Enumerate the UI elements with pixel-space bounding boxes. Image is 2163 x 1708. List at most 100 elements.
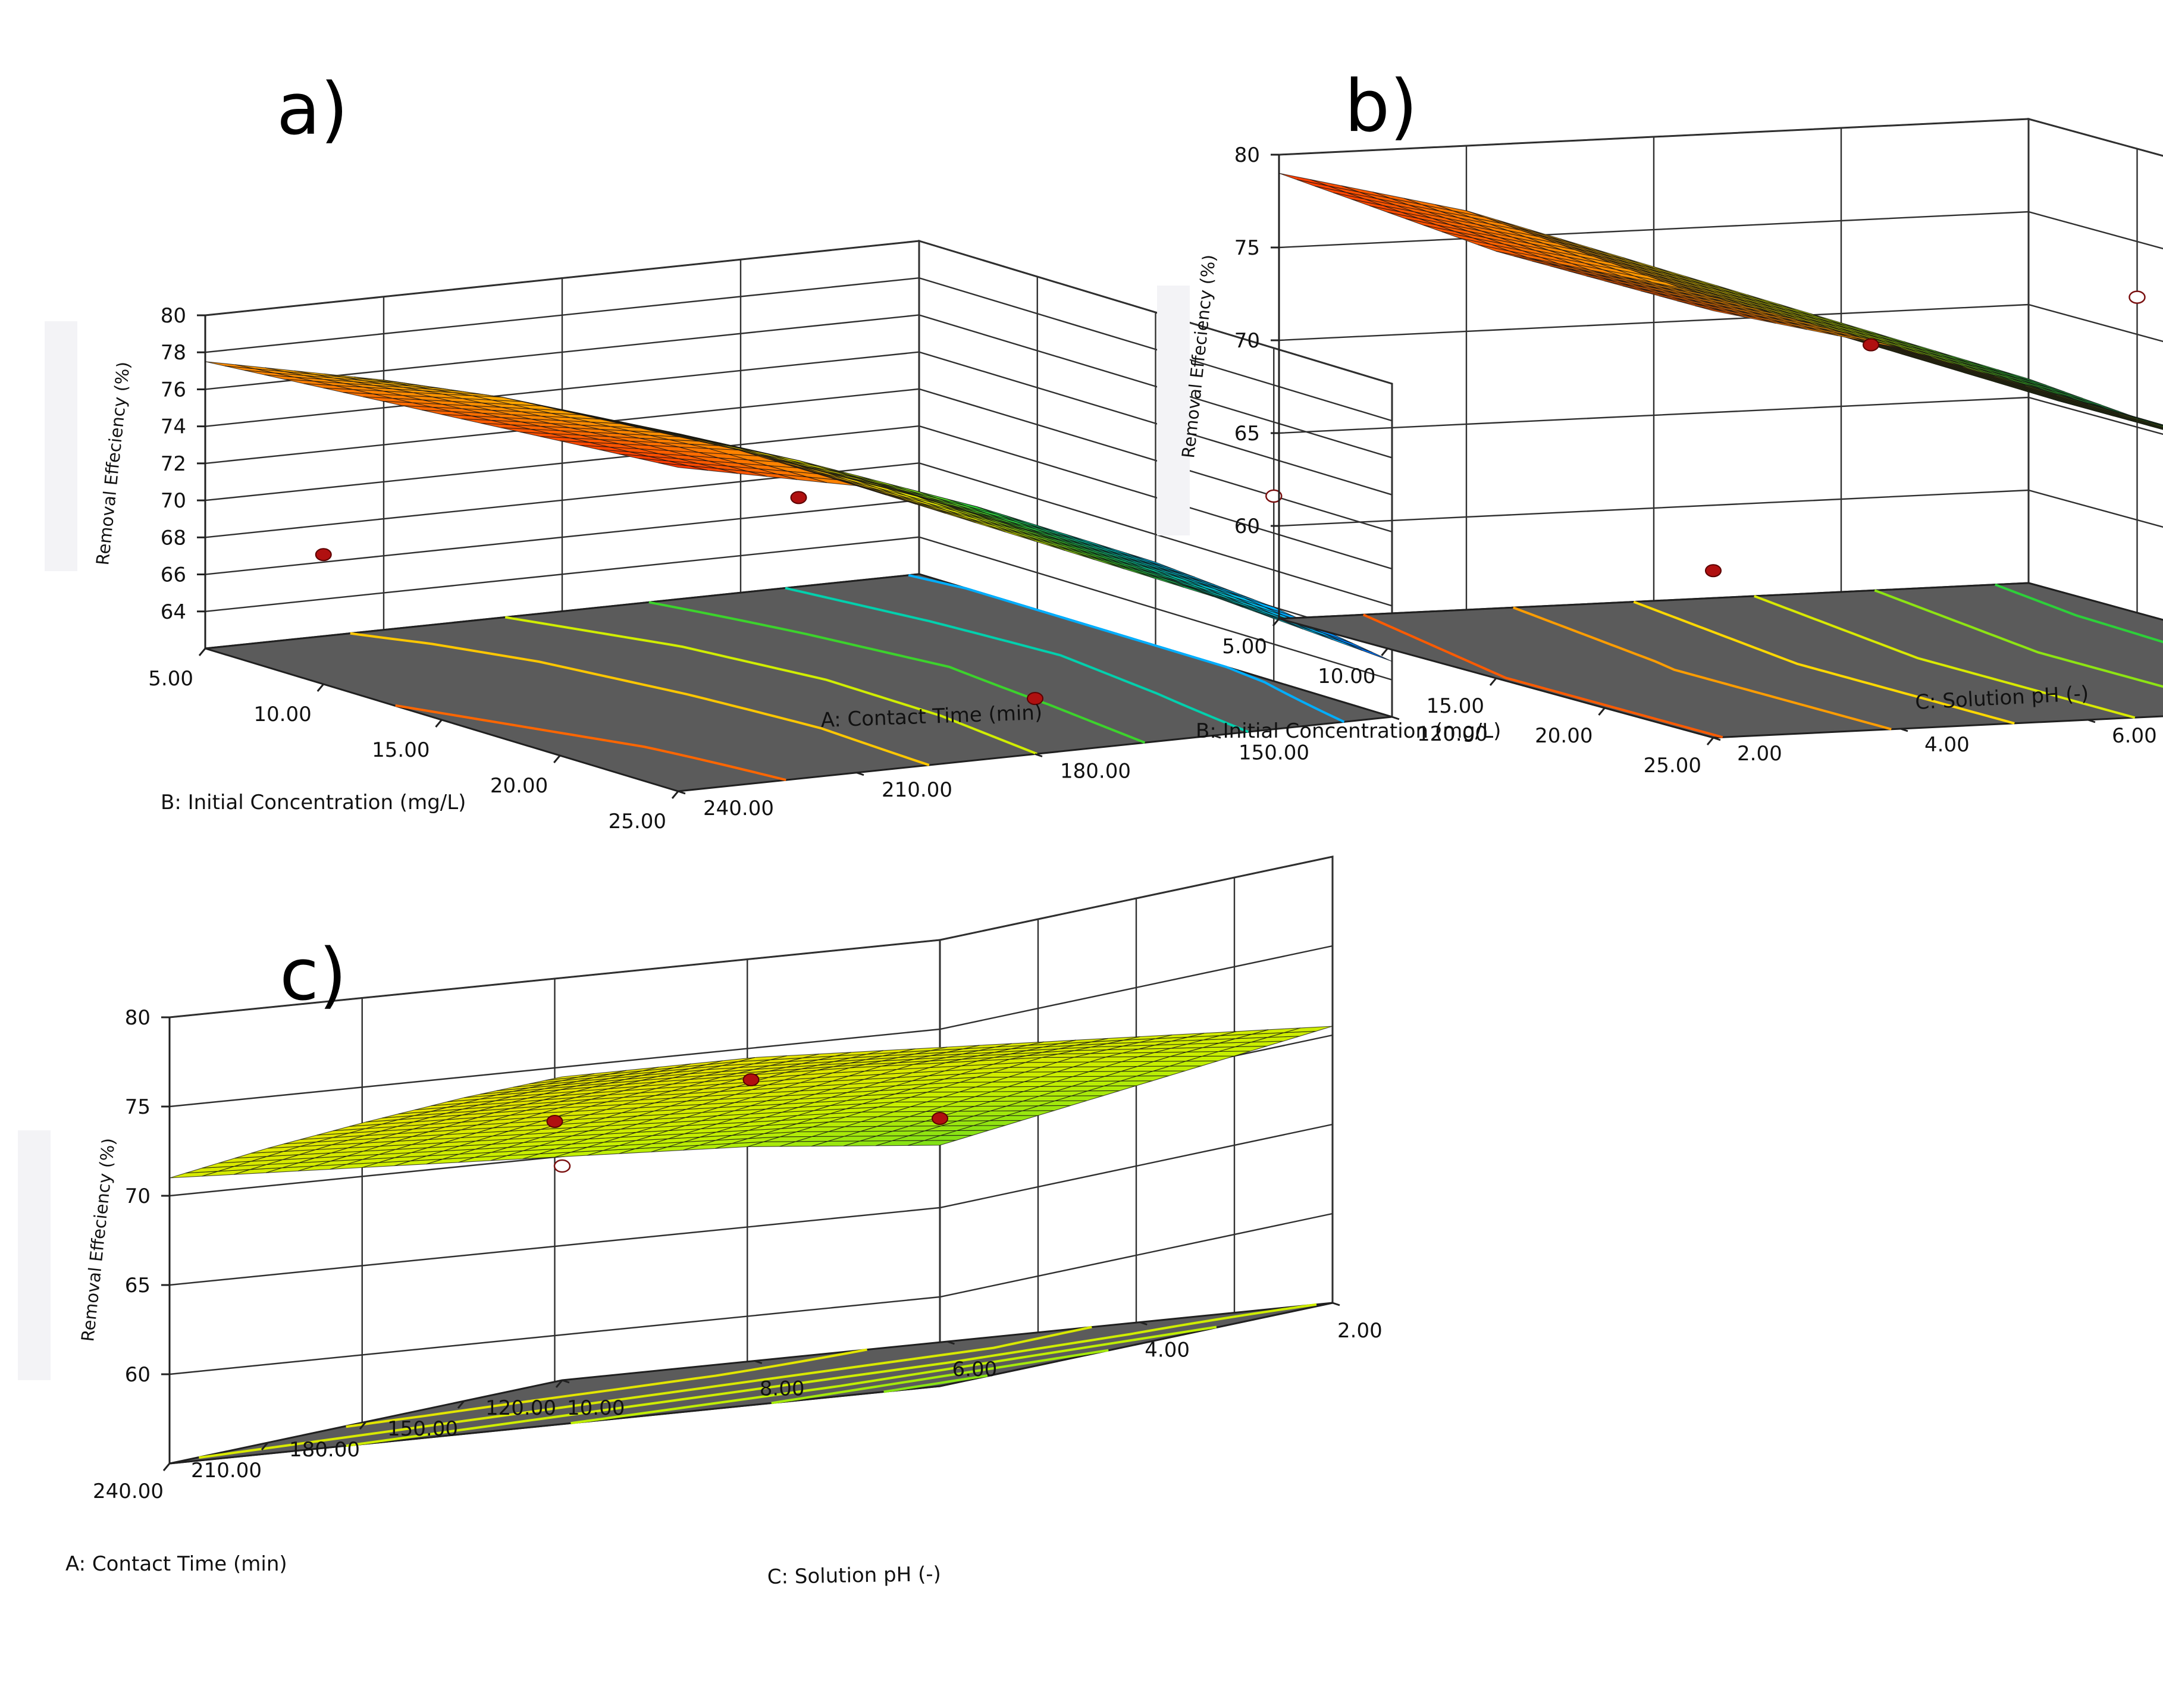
x-axis-title: B: Initial Concentration (mg/L) bbox=[161, 791, 466, 814]
y-tick-label: 4.00 bbox=[1924, 733, 1970, 757]
y-tick-label: 8.00 bbox=[760, 1377, 805, 1401]
z-tick-label: 60 bbox=[1234, 515, 1260, 538]
tick-labels: 5.0010.0015.0020.0025.002.004.006.008.00… bbox=[1222, 143, 2157, 778]
y-tick-label: 6.00 bbox=[2112, 724, 2157, 748]
x-tick bbox=[316, 684, 324, 692]
x-tick-label: 20.00 bbox=[490, 774, 548, 798]
contour-line bbox=[1513, 606, 1892, 731]
x-tick bbox=[671, 791, 679, 799]
z-tick-label: 80 bbox=[1234, 143, 1260, 167]
design-point bbox=[2128, 290, 2146, 304]
contour-line bbox=[570, 1325, 1217, 1425]
x-tick bbox=[198, 648, 206, 656]
x-tick-label: 10.00 bbox=[253, 703, 311, 726]
panel-a: 5.00 10.00 15.00 20.00 25.00 240.00 210.00 180.… bbox=[45, 68, 1488, 833]
y-tick bbox=[678, 790, 686, 795]
z-tick-label: 80 bbox=[125, 1006, 151, 1030]
design-point bbox=[1705, 564, 1722, 578]
y-tick-label: 2.00 bbox=[1737, 742, 1782, 766]
x-tick-label: 20.00 bbox=[1535, 724, 1593, 748]
contour-line bbox=[771, 1349, 1109, 1405]
contour-line bbox=[648, 601, 1146, 744]
contour-line bbox=[883, 1374, 988, 1393]
y-tick bbox=[1391, 716, 1400, 720]
contour-line bbox=[908, 573, 1345, 723]
surface-cell bbox=[546, 1073, 595, 1081]
design-point bbox=[553, 1159, 571, 1173]
x-tick bbox=[1381, 648, 1388, 656]
panel-c: 240.00 210.00 180.00 150.00 120.00 10.00 8.00 6… bbox=[18, 855, 1383, 1589]
x-tick bbox=[261, 1442, 269, 1450]
x-tick bbox=[1489, 678, 1497, 686]
floor-contours bbox=[1362, 583, 2163, 739]
contour-line bbox=[785, 587, 1249, 734]
z-tick-label: 65 bbox=[1234, 422, 1260, 446]
contour-floor bbox=[1278, 582, 2163, 739]
design-point bbox=[1265, 489, 1283, 503]
y-tick bbox=[947, 1340, 955, 1345]
z-tick-label: 70 bbox=[161, 489, 186, 513]
tick-labels: 5.00 10.00 15.00 20.00 25.00 240.00 210.00 180.… bbox=[148, 304, 1488, 833]
y-tick-label: 120.00 bbox=[1417, 722, 1488, 746]
floor-contours bbox=[350, 573, 1345, 782]
contour-line bbox=[346, 1348, 867, 1428]
contour-line bbox=[1874, 589, 2163, 688]
z-tick-label: 65 bbox=[125, 1274, 151, 1298]
panel-letter: c) bbox=[280, 934, 347, 1017]
panel-letter: a) bbox=[277, 68, 348, 151]
x-axis-title: B: Initial Concentration (mg/L) bbox=[1196, 719, 1501, 743]
x-tick bbox=[1272, 618, 1280, 626]
contour-line bbox=[504, 616, 1037, 756]
x-tick-label: 15.00 bbox=[372, 738, 430, 762]
y-tick bbox=[562, 1379, 570, 1384]
y-tick-label: 10.00 bbox=[567, 1396, 625, 1420]
y-tick bbox=[1035, 753, 1043, 757]
z-tick-label: 72 bbox=[161, 452, 186, 476]
design-point bbox=[742, 1073, 760, 1086]
surface-cell bbox=[658, 462, 709, 471]
x-tick bbox=[553, 755, 561, 763]
x-tick bbox=[359, 1421, 367, 1430]
y-tick bbox=[856, 772, 864, 776]
x-tick-label: 5.00 bbox=[148, 667, 193, 691]
z-tick-label: 74 bbox=[161, 415, 186, 439]
z-title-backdrop bbox=[45, 321, 77, 571]
z-tick-label: 80 bbox=[161, 304, 186, 328]
z-tick-label: 76 bbox=[161, 378, 186, 402]
x-tick bbox=[1706, 737, 1714, 745]
y-tick bbox=[1139, 1321, 1148, 1325]
x-axis-title: A: Contact Time (min) bbox=[65, 1552, 287, 1576]
design-point bbox=[1027, 692, 1043, 706]
contour-line bbox=[1633, 600, 2015, 725]
y-tick-label: 4.00 bbox=[1145, 1339, 1190, 1362]
contour-line bbox=[1754, 595, 2136, 719]
panel-letter: b) bbox=[1344, 65, 1418, 148]
floor-contours bbox=[199, 1303, 1317, 1459]
y-tick-label: 180.00 bbox=[1060, 760, 1131, 784]
x-tick-label: 210.00 bbox=[191, 1459, 262, 1483]
contour-line bbox=[346, 1303, 1317, 1447]
design-point bbox=[1863, 338, 1879, 352]
y-tick bbox=[1713, 737, 1721, 741]
panel-b: 5.0010.0015.0020.0025.002.004.006.008.00… bbox=[1157, 65, 2163, 778]
contour-line bbox=[1362, 613, 1723, 739]
y-tick-label: 6.00 bbox=[952, 1358, 998, 1381]
contour-line bbox=[395, 704, 786, 782]
y-tick-label: 210.00 bbox=[882, 778, 952, 802]
tick-labels: 240.00 210.00 180.00 150.00 120.00 10.00 8.00 6… bbox=[93, 1006, 1383, 1503]
z-tick-label: 66 bbox=[161, 563, 186, 587]
x-tick-label: 25.00 bbox=[609, 810, 666, 833]
z-title-backdrop bbox=[1157, 286, 1190, 535]
contour-line bbox=[350, 632, 930, 766]
z-tick-label: 68 bbox=[161, 526, 186, 550]
response-surface bbox=[1278, 173, 2163, 430]
surface-cell bbox=[1695, 305, 1745, 318]
y-axis-title: C: Solution pH (-) bbox=[767, 1562, 941, 1589]
z-tick-label: 70 bbox=[1234, 329, 1260, 353]
y-tick bbox=[2087, 719, 2096, 723]
z-title-backdrop bbox=[18, 1130, 51, 1380]
design-point bbox=[790, 491, 807, 504]
y-tick-label: 150.00 bbox=[1239, 741, 1309, 764]
z-tick-label: 75 bbox=[125, 1095, 151, 1119]
